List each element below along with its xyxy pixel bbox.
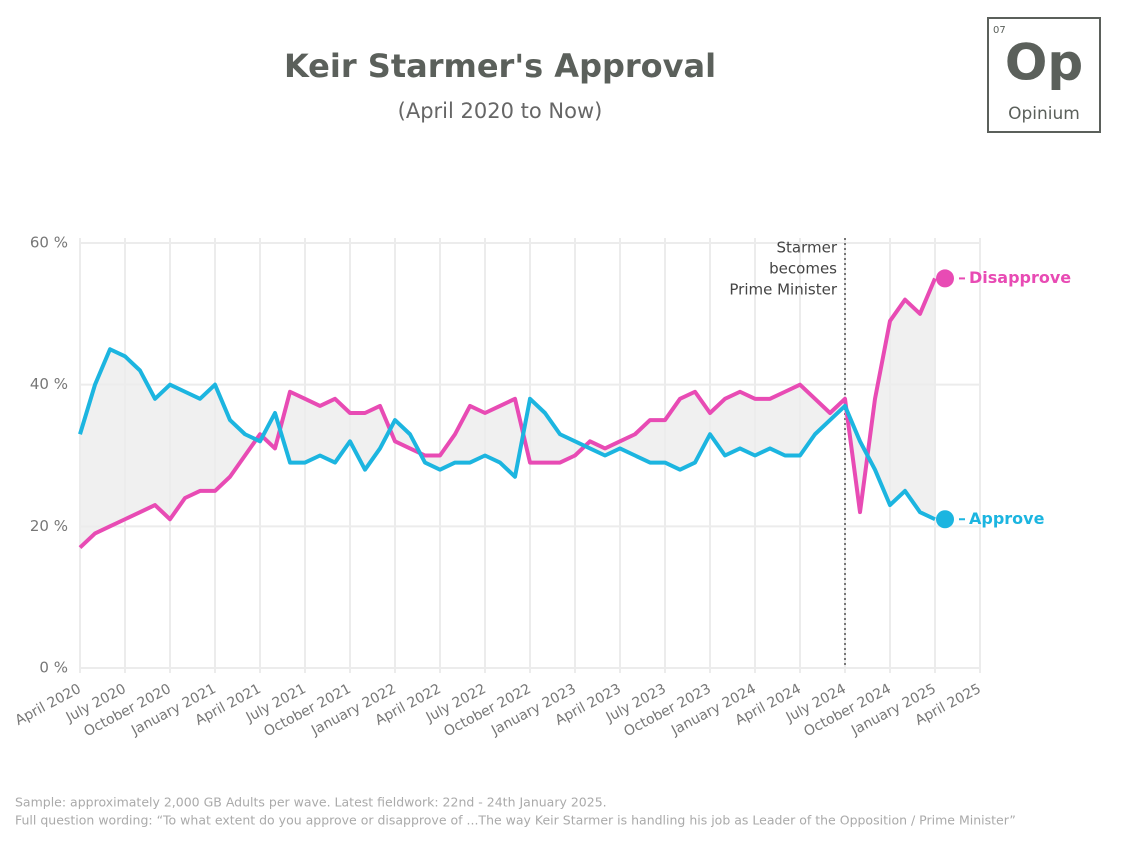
y-tick-label: 40 % — [30, 375, 68, 393]
series-line — [78, 277, 937, 550]
legend-label: Disapprove — [969, 268, 1071, 287]
y-tick-label: 20 % — [30, 517, 68, 535]
series-line — [78, 347, 936, 522]
y-tick-label: 60 % — [30, 234, 68, 252]
legend-label: Approve — [969, 509, 1045, 528]
annotation-text: Prime Minister — [729, 281, 837, 299]
gap-area — [80, 278, 935, 548]
end-point — [936, 510, 954, 529]
end-point — [936, 269, 954, 288]
logo-name: Opinium — [1008, 104, 1080, 124]
annotation-text: Starmer — [776, 239, 837, 257]
chart-subtitle: (April 2020 to Now) — [398, 99, 603, 123]
logo-number: 07 — [993, 25, 1006, 36]
logo-box — [987, 17, 1101, 133]
footnote: Full question wording: “To what extent d… — [15, 813, 1016, 828]
annotation-text: becomes — [769, 260, 837, 278]
chart-title: Keir Starmer's Approval — [284, 47, 716, 85]
logo-symbol: Op — [1005, 34, 1083, 92]
y-tick-label: 0 % — [39, 659, 68, 677]
footnote: Sample: approximately 2,000 GB Adults pe… — [15, 795, 607, 810]
